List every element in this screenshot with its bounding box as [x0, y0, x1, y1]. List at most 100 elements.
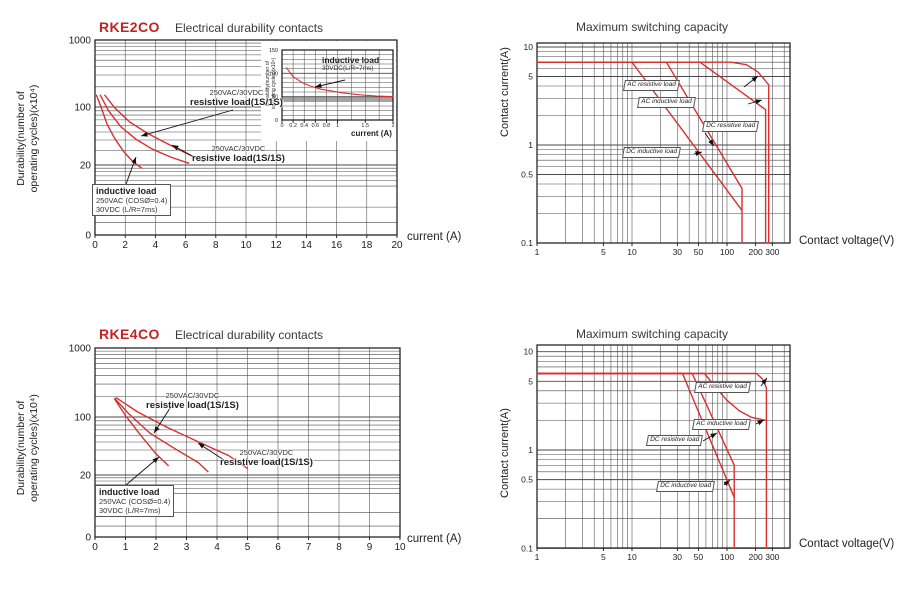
annotation-line: resistive load(1S/1S): [146, 400, 239, 411]
annotation-line: inductive load: [99, 487, 160, 497]
chart-rke2co-inductive-inset: 0 0.2 0.4 0.6 0.8 1 1.5 2 150 100 50 0: [261, 41, 396, 141]
annotation-line: 250VAC/30VDC: [211, 144, 266, 153]
annotation-line: inductive load: [322, 55, 380, 65]
annotation-leader-arrow: [197, 442, 225, 461]
rke4co-inductive-annotation-box: inductive load 250VAC (COSØ=0.4) 30VDC (…: [95, 485, 175, 517]
x-tick-label: 8: [213, 240, 219, 251]
x-tick-label: 7: [306, 542, 312, 553]
series-ac-inductive-load: [536, 372, 767, 422]
annotation-line: inductive load: [96, 186, 157, 196]
rke2co-inductive-annotation-box: inductive load 250VAC (COSØ=0.4) 30VDC (…: [92, 184, 172, 216]
x-tick-label: 0.6: [311, 123, 319, 129]
rke4co-dc-resistive-tag: DC resistive load: [646, 435, 704, 446]
annotation-leader-arrow: [743, 75, 759, 88]
x-tick-label: 4: [153, 240, 159, 251]
annotation-line: 250VAC (COSØ=0.4): [96, 196, 168, 205]
series-dc-inductive-load: [536, 61, 743, 212]
x-tick-label: 5: [601, 247, 606, 257]
x-tick-label: 6: [183, 240, 189, 251]
y-tick-label: 0: [275, 118, 278, 124]
annotation-line: 250VAC/30VDC: [239, 448, 294, 457]
y-tick-label: 5: [528, 376, 533, 386]
inset-x-axis-label: current (A): [351, 129, 392, 138]
series-resistive-load-1s-1s-250vac-30vdc-curve-2: [104, 94, 205, 163]
x-tick-label: 1: [535, 247, 540, 257]
annotation-line: 250VAC/30VDC: [165, 391, 220, 400]
rke4co-durability-y-axis-label: Durability(number of operating cycles)(x…: [15, 353, 41, 543]
y-tick-label: 1: [528, 140, 533, 150]
series-resistive-load-1s-1s-250vac-30vdc-curve-1: [99, 94, 190, 164]
x-tick-label: 0: [92, 240, 98, 251]
y-axis-label-line: operating cycles)(x10⁴): [28, 84, 40, 193]
annotation-line: 30VDC(L/R=7ms): [322, 65, 374, 72]
annotation-leader-arrow: [171, 144, 197, 159]
rke4co-switching-y-axis-label: Contact current(A): [499, 408, 511, 498]
x-tick-label: 50: [694, 247, 704, 257]
annotation-leader-arrow: [702, 432, 718, 442]
y-tick-label: 0.1: [521, 543, 533, 553]
y-tick-label: 10: [524, 347, 534, 357]
x-tick-label: 10: [394, 542, 406, 553]
y-tick-label: 100: [74, 103, 91, 114]
annotation-leader-arrow: [693, 151, 703, 157]
x-tick-label: 14: [301, 240, 313, 251]
x-tick-label: 20: [391, 240, 403, 251]
y-tick-label: 150: [269, 48, 278, 54]
rke2co-durability-y-axis-label: Durability(number of operating cycles)(x…: [15, 40, 41, 237]
rke2co-durability-title: Electrical durability contacts: [175, 21, 324, 35]
y-tick-label: 0.1: [521, 238, 533, 248]
annotation-leader-arrow: [704, 132, 715, 147]
rke2co-switching-y-axis-label: Contact current(A): [499, 47, 511, 137]
x-tick-label: 10: [240, 240, 252, 251]
annotation-line: 30VDC (L/R=7ms): [99, 506, 161, 515]
x-tick-label: 1: [123, 542, 129, 553]
annotation-leader-arrow: [755, 419, 765, 426]
chart-rke4co-durability: 0 1 2 3 4 5 6 7 8 9 10 1000 100 20 0: [69, 344, 406, 554]
x-tick-label: 5: [601, 552, 606, 562]
rke4co-durability-x-axis-label: current (A): [407, 533, 462, 545]
x-tick-label: 2: [391, 123, 394, 129]
series-inductive-load-250vac-cos-0-4-30vdc-l-r-7ms: [95, 94, 143, 169]
plot-border: [536, 42, 791, 244]
rke4co-dc-inductive-tag: DC inductive load: [656, 481, 715, 492]
rke2co-ac-resistive-tag: AC resistive load: [623, 80, 680, 91]
rke2co-dc-inductive-tag: DC inductive load: [622, 147, 681, 158]
rke2co-switching-x-axis-label: Contact voltage(V): [799, 235, 895, 247]
y-axis-label-line: operating cycles)(x10⁴): [270, 57, 277, 110]
y-axis-label-line: operating cycles)(x10⁴): [28, 394, 40, 502]
annotation-line: resistive load(1S/1S): [220, 457, 313, 468]
chart-rke4co-max-switching: 1 5 10 30 50 100 200 300 10 5 1 0.5 0.1: [521, 344, 791, 562]
inset-y-axis-label: Durability(number of operating cycles)(x…: [265, 45, 277, 122]
y-tick-label: 0.5: [521, 475, 533, 485]
x-tick-label: 0.2: [289, 123, 297, 129]
x-tick-label: 30: [673, 552, 683, 562]
x-tick-label: 16: [331, 240, 343, 251]
rke4co-durability-title: Electrical durability contacts: [175, 328, 324, 342]
x-tick-label: 200: [749, 247, 763, 257]
x-tick-label: 30: [673, 247, 683, 257]
x-tick-label: 50: [694, 552, 704, 562]
series-inductive-load-30vdc-l-r-7ms: [285, 67, 394, 98]
rke2co-resistive-annotation-2: 250VAC/30VDC resistive load(1S/1S): [192, 144, 285, 164]
x-tick-label: 300: [765, 552, 779, 562]
y-tick-label: 20: [80, 471, 92, 482]
rke4co-resistive-annotation-1: 250VAC/30VDC resistive load(1S/1S): [146, 391, 239, 411]
y-tick-label: 5: [528, 71, 533, 81]
rke4co-resistive-annotation-2: 250VAC/30VDC resistive load(1S/1S): [220, 448, 313, 468]
x-tick-label: 0.8: [323, 123, 331, 129]
x-tick-label: 100: [720, 552, 734, 562]
x-tick-label: 1: [535, 552, 540, 562]
annotation-leader-arrow: [125, 156, 137, 185]
y-tick-label: 1000: [69, 36, 92, 47]
y-axis-label-line: Durability(number of: [15, 400, 27, 496]
inset-inductive-load-annotation: inductive load 30VDC(L/R=7ms): [322, 55, 380, 73]
rke2co-durability-x-axis-label: current (A): [407, 231, 462, 243]
y-tick-label: 20: [80, 161, 92, 172]
annotation-leader-arrow: [140, 109, 234, 137]
x-tick-label: 8: [336, 542, 342, 553]
series-dc-resistive-load: [536, 372, 735, 549]
y-tick-label: 1000: [69, 344, 92, 355]
series-dc-inductive-load: [536, 372, 735, 498]
plot-border: [536, 344, 791, 549]
